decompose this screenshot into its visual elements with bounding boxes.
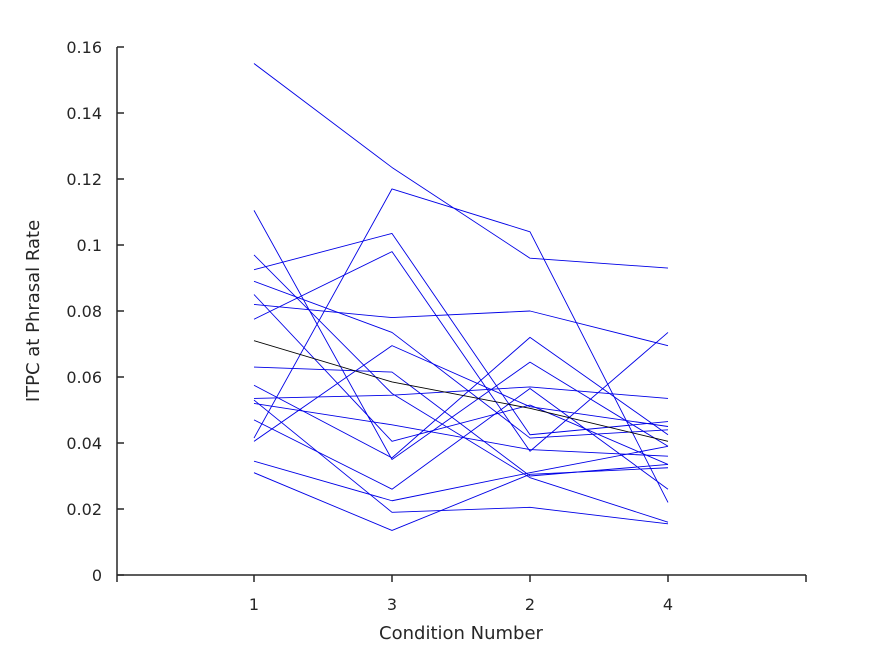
y-tick-label: 0.1 — [77, 236, 102, 255]
series-line-9 — [253, 366, 669, 477]
y-tick-label: 0 — [92, 566, 102, 585]
x-axis-title: Condition Number — [379, 623, 544, 644]
series-layer — [253, 63, 669, 531]
x-tick-label: 1 — [249, 595, 259, 614]
series-line-8 — [253, 251, 669, 452]
y-tick-label: 0.08 — [66, 302, 102, 321]
x-tick-label: 4 — [663, 595, 673, 614]
series-line-18 — [253, 388, 669, 490]
series-line-3 — [253, 254, 669, 523]
series-line-12 — [253, 402, 669, 457]
series-line-4 — [253, 232, 669, 436]
series-line-17 — [253, 399, 669, 525]
y-axis-title: ITPC at Phrasal Rate — [23, 220, 44, 402]
y-tick-label: 0.16 — [66, 38, 102, 57]
x-ticks: 1 3 2 4 — [116, 575, 807, 614]
y-tick-label: 0.06 — [66, 368, 102, 387]
y-ticks: 0 0.02 0.04 0.06 0.08 0.1 0.12 0.14 0.16 — [66, 38, 124, 585]
series-line-11 — [253, 386, 669, 399]
series-line-5 — [253, 280, 669, 439]
series-line-6 — [253, 294, 669, 465]
y-tick-label: 0.14 — [66, 104, 102, 123]
series-line-7 — [253, 303, 669, 347]
y-tick-label: 0.02 — [66, 500, 102, 519]
y-tick-label: 0.04 — [66, 434, 102, 453]
series-line-1 — [253, 63, 669, 269]
series-line-13 — [253, 188, 669, 503]
x-tick-label: 3 — [387, 595, 397, 614]
series-line-15 — [253, 445, 669, 502]
series-line-14 — [253, 345, 669, 442]
series-line-2 — [253, 210, 669, 460]
x-tick-label: 2 — [525, 595, 535, 614]
mean-series-line — [253, 340, 669, 442]
y-tick-label: 0.12 — [66, 170, 102, 189]
series-line-16 — [253, 467, 669, 531]
series-line-10 — [253, 336, 669, 459]
